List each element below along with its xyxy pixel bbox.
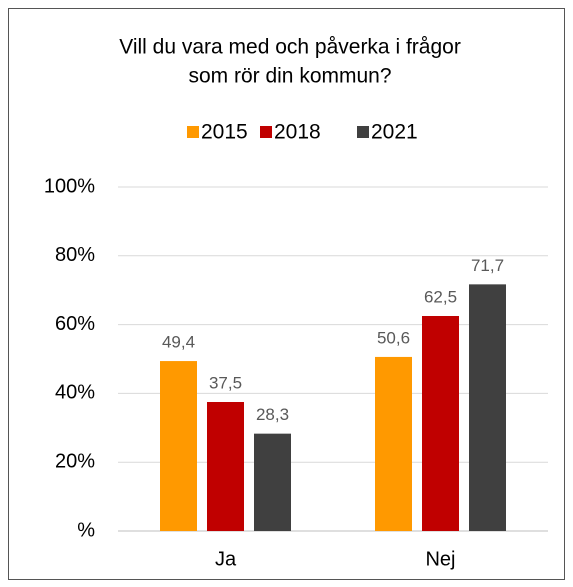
bar xyxy=(469,284,506,531)
legend-swatch xyxy=(187,126,199,138)
bar xyxy=(207,402,244,531)
x-tick-label: Ja xyxy=(215,548,237,570)
bar xyxy=(422,316,459,531)
y-tick-label: 80% xyxy=(55,244,95,266)
data-label: 62,5 xyxy=(424,287,457,306)
data-label: 71,7 xyxy=(471,256,504,275)
y-tick-label: 40% xyxy=(55,382,95,404)
legend-label: 2015 xyxy=(201,121,248,144)
legend-swatch xyxy=(260,126,272,138)
data-label: 28,3 xyxy=(256,405,289,424)
legend-label: 2018 xyxy=(274,121,321,144)
bar xyxy=(375,356,412,531)
data-label: 37,5 xyxy=(209,373,242,392)
x-tick-label: Nej xyxy=(425,548,455,570)
bar xyxy=(160,361,197,531)
bar xyxy=(254,433,291,531)
legend-label: 2021 xyxy=(371,121,418,144)
data-label: 49,4 xyxy=(162,333,195,352)
chart-title: som rör din kommun? xyxy=(188,65,391,88)
chart-title: Vill du vara med och påverka i frågor xyxy=(119,36,461,59)
y-tick-label: % xyxy=(77,519,95,541)
y-tick-label: 60% xyxy=(55,313,95,335)
y-tick-label: 20% xyxy=(55,450,95,472)
legend-swatch xyxy=(357,126,369,138)
y-tick-label: 100% xyxy=(44,175,95,197)
data-label: 50,6 xyxy=(377,328,410,347)
